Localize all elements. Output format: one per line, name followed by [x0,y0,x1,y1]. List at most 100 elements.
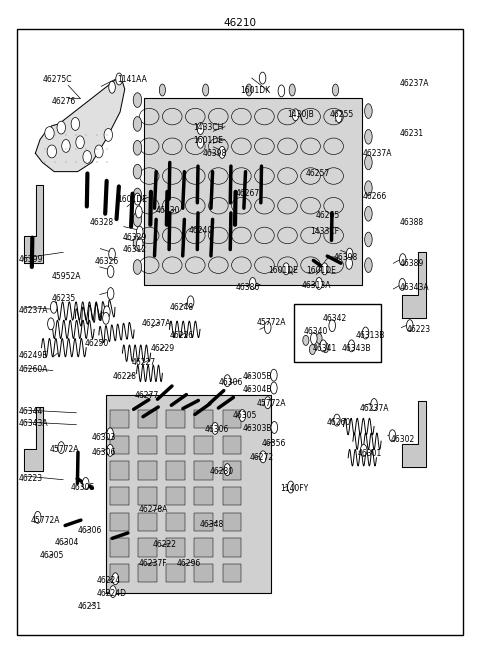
Text: 45772A: 45772A [256,399,286,408]
Ellipse shape [365,258,372,272]
Bar [223,487,241,506]
Ellipse shape [48,318,54,329]
Text: c: c [75,133,77,137]
Ellipse shape [239,409,246,422]
Text: c: c [44,133,46,137]
Ellipse shape [47,145,57,158]
Text: 46328: 46328 [89,219,114,227]
Bar [138,436,157,454]
Ellipse shape [365,206,372,221]
Text: c: c [64,160,67,164]
Text: 46303: 46303 [92,433,116,442]
Bar [138,487,157,506]
Ellipse shape [83,151,91,163]
Bar [110,538,129,557]
Text: 46237A: 46237A [360,403,389,413]
Ellipse shape [264,322,271,333]
Ellipse shape [336,111,342,122]
Ellipse shape [71,117,80,130]
Ellipse shape [58,441,64,453]
Bar [194,513,213,531]
Text: 46313A: 46313A [301,281,331,290]
Bar [110,461,129,479]
Text: 1140FY: 1140FY [280,485,308,493]
Text: 1601DE: 1601DE [118,195,147,204]
Text: 46389: 46389 [400,259,424,268]
Polygon shape [24,185,43,263]
Ellipse shape [259,72,266,84]
Text: 45952A: 45952A [52,272,81,280]
Text: 46250: 46250 [85,339,109,348]
Text: 45772A: 45772A [256,318,286,328]
Text: 46260A: 46260A [19,365,48,374]
Text: 1430JB: 1430JB [287,110,314,119]
Text: c: c [96,160,97,164]
Text: 46398: 46398 [334,253,359,262]
Text: 46329: 46329 [122,233,147,242]
Ellipse shape [346,248,353,260]
Text: c: c [85,160,87,164]
Ellipse shape [197,122,204,134]
Ellipse shape [316,278,323,290]
Ellipse shape [133,93,142,107]
Text: c: c [96,133,97,137]
Bar [223,436,241,454]
Ellipse shape [310,345,315,354]
Ellipse shape [57,121,65,134]
Text: 46222: 46222 [153,540,177,550]
Bar [106,396,271,593]
Text: 46348: 46348 [200,520,224,529]
Text: c: c [106,160,108,164]
Ellipse shape [365,155,372,170]
Text: c: c [106,147,108,151]
Text: c: c [54,133,56,137]
Ellipse shape [35,512,41,523]
Bar [223,564,241,582]
Text: 46260: 46260 [327,419,351,427]
Ellipse shape [103,312,109,324]
Ellipse shape [365,130,372,144]
Text: 45772A: 45772A [31,515,60,525]
Text: 46267: 46267 [235,189,260,198]
Polygon shape [402,252,426,318]
Text: 1601DE: 1601DE [306,266,336,275]
Text: 46210: 46210 [224,18,256,28]
Bar [166,564,185,582]
Ellipse shape [107,428,113,440]
Ellipse shape [76,136,84,149]
Ellipse shape [83,477,89,489]
Text: 46237A: 46237A [362,149,392,158]
Text: 46237A: 46237A [400,79,430,88]
Ellipse shape [62,140,70,153]
Ellipse shape [95,145,103,158]
Text: 46231: 46231 [400,128,424,138]
Text: 46304: 46304 [54,538,79,548]
Text: 46303B: 46303B [242,424,272,433]
Text: 46224: 46224 [96,576,120,585]
Text: 1601DE: 1601DE [268,266,298,275]
Bar [223,410,241,428]
Ellipse shape [371,398,377,411]
Polygon shape [402,401,426,467]
Text: 46306: 46306 [204,425,229,434]
Bar [194,538,213,557]
Ellipse shape [109,248,115,260]
Ellipse shape [104,306,110,318]
Ellipse shape [219,146,226,159]
Bar [110,513,129,531]
Text: 46386: 46386 [235,283,260,291]
Bar [194,564,213,582]
Bar [144,98,362,286]
Ellipse shape [136,226,143,238]
Ellipse shape [136,238,143,250]
Text: 46277: 46277 [134,391,158,400]
Text: 46237F: 46237F [139,559,168,568]
Ellipse shape [197,136,204,148]
Bar [138,538,157,557]
Bar [110,436,129,454]
Text: c: c [54,160,56,164]
Ellipse shape [365,181,372,195]
Text: 45772A: 45772A [49,445,79,454]
Ellipse shape [322,263,328,275]
Text: 46223: 46223 [19,474,43,483]
